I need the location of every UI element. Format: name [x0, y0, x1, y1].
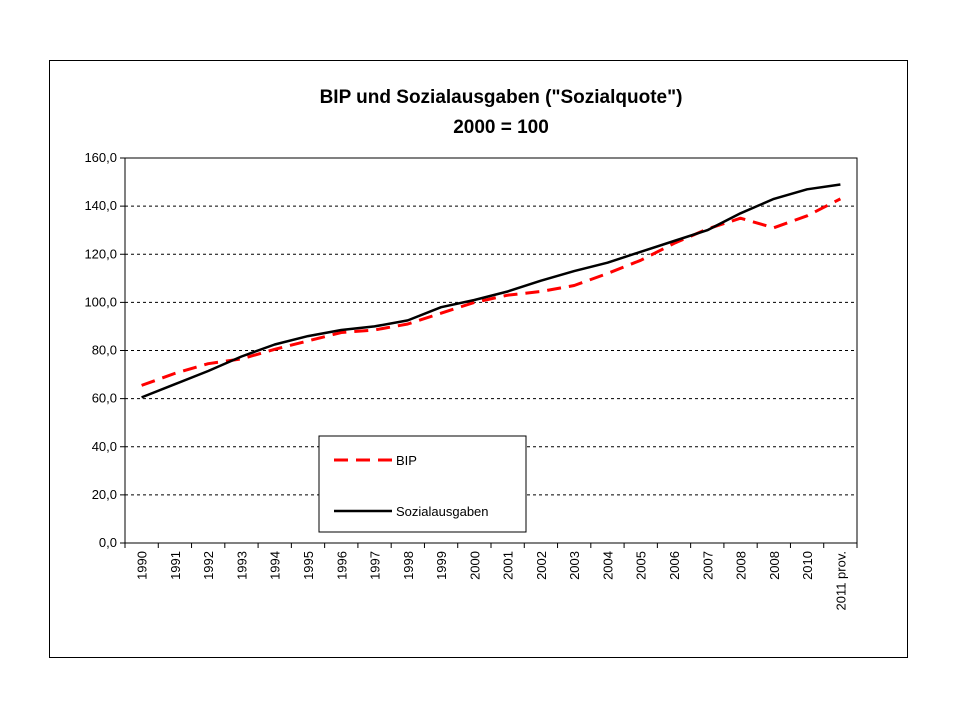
- x-tick-label: 2008: [734, 551, 749, 580]
- chart-title: BIP und Sozialausgaben ("Sozialquote"): [320, 87, 683, 108]
- legend-box: [318, 435, 527, 533]
- x-tick-label: 1994: [268, 551, 283, 580]
- y-tick-label: 40,0: [92, 439, 117, 454]
- y-axis-ticks: 0,0 20,0 40,0 60,0 80,0 100,0 120,0 140,0 160,0: [84, 150, 125, 550]
- y-tick-label: 80,0: [92, 343, 117, 358]
- y-tick-label: 160,0: [84, 150, 117, 165]
- x-tick-label: 1997: [368, 551, 383, 580]
- x-tick-label: 1999: [434, 551, 449, 580]
- chart: BIP und Sozialausgaben ("Sozialquote") 2…: [84, 87, 858, 611]
- x-tick-label: 1996: [334, 551, 349, 580]
- y-tick-label: 20,0: [92, 487, 117, 502]
- y-tick-label: 120,0: [84, 246, 117, 261]
- chart-frame: BIP und Sozialausgaben ("Sozialquote") 2…: [49, 60, 908, 658]
- x-tick-label: 2007: [700, 551, 715, 580]
- y-tick-label: 140,0: [84, 198, 117, 213]
- x-tick-label: 1998: [401, 551, 416, 580]
- x-axis-ticks: 1990 1991 1992 1993 1994 1995 1996 1997 1998 1999…: [124, 543, 858, 611]
- y-tick-label: 60,0: [92, 391, 117, 406]
- x-tick-label: 1992: [201, 551, 216, 580]
- chart-subtitle: 2000 = 100: [453, 117, 549, 138]
- x-tick-label: 2000: [467, 551, 482, 580]
- x-tick-label: 2011 prov.: [833, 551, 848, 611]
- legend-label-sozialausgaben: Sozialausgaben: [396, 504, 489, 519]
- y-tick-label: 0,0: [99, 535, 117, 550]
- x-tick-label: 2004: [600, 551, 615, 580]
- x-tick-label: 2010: [800, 551, 815, 580]
- series-line-sozialausgaben: [141, 183, 841, 399]
- x-tick-label: 2003: [567, 551, 582, 580]
- x-tick-label: 2001: [501, 551, 516, 580]
- x-tick-label: 1993: [234, 551, 249, 580]
- x-tick-label: 2008: [767, 551, 782, 580]
- series-lines: [141, 183, 842, 399]
- legend: BIP Sozialausgaben: [318, 435, 527, 533]
- x-tick-label: 2006: [667, 551, 682, 580]
- x-tick-label: 1991: [168, 551, 183, 580]
- x-tick-label: 1990: [135, 551, 150, 580]
- x-tick-label: 2005: [634, 551, 649, 580]
- y-tick-label: 100,0: [84, 294, 117, 309]
- x-tick-label: 2002: [534, 551, 549, 580]
- x-tick-label: 1995: [301, 551, 316, 580]
- legend-label-bip: BIP: [396, 453, 417, 468]
- series-line-bip: [141, 197, 842, 387]
